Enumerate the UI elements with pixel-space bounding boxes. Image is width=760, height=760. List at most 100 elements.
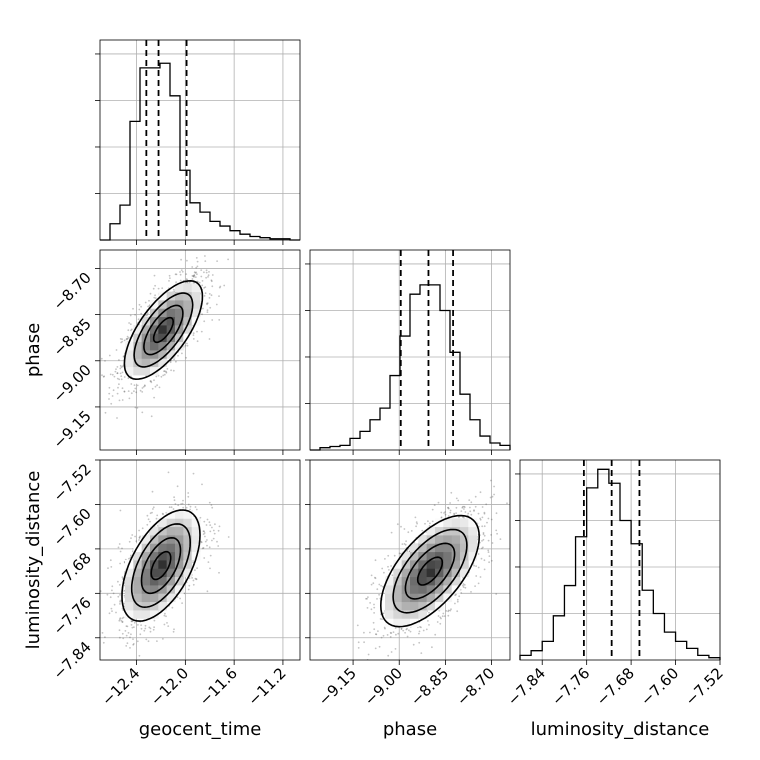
- sample-point: [113, 603, 116, 606]
- sample-point: [192, 275, 195, 278]
- sample-point: [123, 390, 126, 393]
- sample-point: [447, 506, 450, 509]
- density-cell: [401, 551, 411, 561]
- density-cell: [150, 535, 159, 544]
- sample-point: [153, 619, 156, 622]
- sample-point: [201, 547, 204, 550]
- sample-point: [450, 608, 452, 611]
- sample-point: [194, 506, 197, 508]
- density-cell: [460, 543, 469, 553]
- sample-point: [394, 627, 397, 629]
- sample-point: [125, 338, 128, 341]
- sample-point: [153, 274, 156, 277]
- sample-point: [187, 492, 190, 494]
- density-cell: [166, 576, 176, 586]
- sample-point: [168, 274, 171, 277]
- sample-point: [147, 518, 150, 521]
- density-cell: [443, 535, 453, 544]
- sample-point: [204, 535, 206, 538]
- density-cell: [191, 518, 201, 528]
- density-cell: [175, 300, 184, 309]
- sample-point: [198, 281, 201, 284]
- density-cell: [166, 560, 176, 569]
- sample-point: [203, 557, 206, 559]
- x-tick-label: −9.15: [315, 664, 360, 709]
- sample-point: [206, 544, 208, 547]
- sample-point: [473, 509, 475, 511]
- sample-point: [428, 611, 430, 614]
- sample-point: [450, 491, 453, 494]
- sample-point: [128, 540, 131, 543]
- density-cell: [191, 283, 201, 293]
- sample-point: [132, 643, 135, 646]
- density-cell: [133, 358, 143, 368]
- sample-point: [389, 636, 392, 638]
- sample-point: [396, 523, 399, 526]
- density-cell: [175, 568, 184, 578]
- sample-point: [218, 286, 221, 289]
- sample-point: [134, 313, 137, 316]
- sample-point: [455, 593, 457, 596]
- sample-point: [150, 381, 153, 384]
- sample-point: [512, 552, 514, 554]
- density-cell: [175, 535, 184, 544]
- sample-point: [402, 629, 405, 632]
- density-cell: [443, 543, 453, 553]
- sample-point: [370, 608, 373, 611]
- density-cell: [393, 568, 403, 578]
- sample-point: [180, 258, 183, 261]
- xlabel-phase: phase: [383, 719, 437, 740]
- density-cell: [166, 350, 176, 359]
- sample-point: [483, 525, 486, 528]
- sample-point: [155, 375, 158, 378]
- sample-point: [211, 506, 214, 509]
- density-cell: [426, 568, 436, 578]
- sample-point: [206, 590, 209, 593]
- sample-point: [141, 391, 144, 393]
- density-cell: [435, 535, 444, 544]
- sample-point: [138, 537, 141, 539]
- density-cell: [125, 610, 134, 619]
- sample-point: [142, 386, 145, 388]
- density-cell: [166, 333, 176, 343]
- density-cell: [418, 601, 428, 611]
- sample-point: [125, 634, 128, 637]
- sample-point: [118, 629, 121, 632]
- sample-point: [377, 630, 379, 632]
- density-cell: [426, 593, 436, 603]
- sample-point: [363, 641, 365, 644]
- sample-point: [382, 612, 385, 615]
- density-cell: [418, 535, 428, 544]
- sample-point: [203, 320, 206, 323]
- density-cell: [393, 593, 403, 603]
- sample-point: [206, 311, 209, 313]
- density-cell: [158, 535, 168, 544]
- sample-point: [463, 506, 466, 508]
- sample-point: [213, 532, 216, 535]
- sample-point: [384, 558, 386, 560]
- sample-point: [488, 555, 491, 557]
- sample-point: [185, 506, 188, 509]
- sample-point: [123, 390, 126, 393]
- hist-panel-luminosity_distance: −7.84 −7.76 −7.68 −7.60 −7.52: [504, 459, 727, 709]
- sample-point: [470, 501, 473, 504]
- density-cell: [401, 593, 411, 603]
- sample-point: [175, 273, 178, 276]
- sample-point: [184, 344, 187, 347]
- sample-point: [141, 387, 144, 389]
- sample-point: [495, 529, 498, 532]
- sample-point: [412, 643, 415, 646]
- density-cell: [410, 593, 419, 603]
- sample-point: [491, 495, 494, 498]
- sample-point: [129, 323, 132, 326]
- contour-level: [123, 279, 204, 381]
- sample-point: [100, 357, 103, 360]
- density-cell: [150, 366, 159, 376]
- sample-point: [170, 506, 173, 509]
- sample-point: [135, 540, 138, 543]
- sample-point: [406, 550, 408, 553]
- sample-point: [167, 625, 170, 627]
- sample-point: [209, 306, 212, 309]
- sample-point: [391, 574, 394, 577]
- sample-point: [400, 525, 402, 528]
